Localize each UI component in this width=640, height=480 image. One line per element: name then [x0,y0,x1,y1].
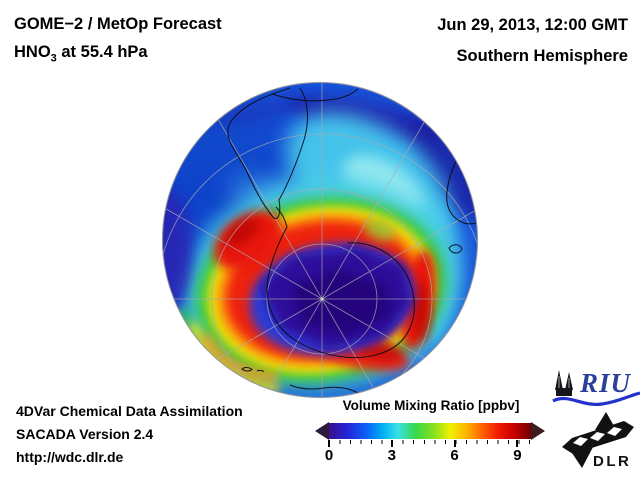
molecule-label: HNO [14,43,51,61]
version-label: SACADA Version 2.4 [16,426,154,442]
riu-logo: RIU [552,368,640,410]
coast-falklands [241,367,265,372]
credits-block: 4DVar Chemical Data Assimilation SACADA … [16,400,243,469]
colorbar-tick [516,440,519,447]
globe-rim [161,81,479,399]
molecule-subscript: 3 [50,52,57,65]
dlr-logo: DLR [560,412,638,476]
coast-brazil-north [271,88,359,102]
colorbar-overflow-arrow [531,422,545,440]
dlr-logo-text: DLR [593,453,632,470]
hemisphere-label: Southern Hemisphere [456,47,628,65]
riu-logo-text: RIU [580,368,632,398]
mixing-ratio-field [162,82,478,398]
colorbar: Volume Mixing Ratio [ppbv] 0 3 6 9 [314,398,548,472]
coast-south-america [227,87,308,219]
assimilation-label: 4DVar Chemical Data Assimilation [16,403,243,419]
title-line2: HNO3 at 55.4 hPa [14,38,222,72]
coast-island-right [448,244,463,254]
colorbar-tick-label: 0 [324,447,334,464]
colorbar-tick [453,440,456,447]
hemisphere-map [161,81,479,399]
colorbar-tick [390,440,393,447]
south-pole-point [320,297,324,301]
coast-antarctica [266,226,415,358]
colorbar-minor-ticks [329,440,532,444]
colorbar-gradient [329,423,531,439]
url-label: http://wdc.dlr.de [16,449,124,465]
plot-time-block: Jun 29, 2013, 12:00 GMT Southern Hemisph… [437,10,628,72]
dlr-mark-icon [562,412,634,468]
colorbar-title: Volume Mixing Ratio [ppbv] [342,398,520,413]
colorbar-tick-label: 6 [450,447,459,464]
graticule [162,82,478,398]
pressure-level-label: at 55.4 hPa [56,43,148,61]
cathedral-and-wave-icon [552,370,640,407]
colorbar-tick-label: 9 [513,447,522,464]
plot-title-block: GOME−2 / MetOp Forecast HNO3 at 55.4 hPa [14,10,222,72]
colorbar-tick-label: 3 [387,447,396,464]
colorbar-underflow-arrow [315,422,329,440]
title-line1: GOME−2 / MetOp Forecast [14,15,222,33]
datetime-label: Jun 29, 2013, 12:00 GMT [437,16,628,34]
colorbar-tick [328,440,330,447]
coast-antarctic-peninsula [275,206,288,228]
